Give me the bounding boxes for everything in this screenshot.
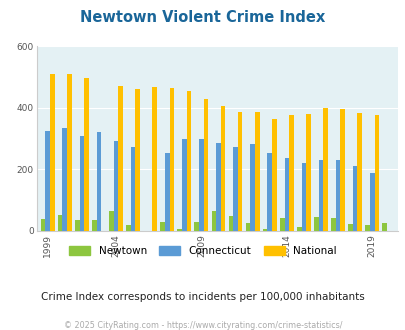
- Bar: [67, 74, 71, 231]
- Bar: [113, 141, 118, 231]
- Bar: [194, 222, 198, 231]
- Bar: [245, 223, 250, 231]
- Bar: [313, 217, 318, 231]
- Bar: [233, 147, 237, 231]
- Bar: [318, 160, 322, 231]
- Bar: [160, 222, 164, 231]
- Bar: [279, 218, 284, 231]
- Text: Newtown Violent Crime Index: Newtown Violent Crime Index: [80, 10, 325, 25]
- Bar: [271, 118, 276, 231]
- Bar: [45, 131, 50, 231]
- Bar: [322, 108, 327, 231]
- Bar: [352, 166, 356, 231]
- Bar: [296, 227, 301, 231]
- Bar: [118, 86, 123, 231]
- Bar: [339, 109, 344, 231]
- Bar: [374, 115, 378, 231]
- Bar: [92, 220, 96, 231]
- Bar: [288, 115, 293, 231]
- Bar: [177, 229, 181, 231]
- Bar: [96, 132, 101, 231]
- Bar: [203, 99, 208, 231]
- Bar: [58, 215, 62, 231]
- Bar: [62, 128, 67, 231]
- Bar: [181, 139, 186, 231]
- Bar: [369, 173, 374, 231]
- Text: Crime Index corresponds to incidents per 100,000 inhabitants: Crime Index corresponds to incidents per…: [41, 292, 364, 302]
- Text: © 2025 CityRating.com - https://www.cityrating.com/crime-statistics/: © 2025 CityRating.com - https://www.city…: [64, 321, 341, 330]
- Bar: [198, 139, 203, 231]
- Bar: [330, 218, 335, 231]
- Bar: [126, 225, 130, 231]
- Bar: [382, 223, 386, 231]
- Bar: [50, 74, 54, 231]
- Bar: [228, 215, 233, 231]
- Bar: [130, 147, 135, 231]
- Bar: [169, 88, 174, 231]
- Bar: [237, 112, 242, 231]
- Bar: [135, 89, 140, 231]
- Bar: [220, 106, 225, 231]
- Bar: [267, 153, 271, 231]
- Bar: [84, 78, 89, 231]
- Bar: [305, 114, 310, 231]
- Bar: [215, 143, 220, 231]
- Bar: [284, 158, 288, 231]
- Bar: [109, 211, 113, 231]
- Legend: Newtown, Connecticut, National: Newtown, Connecticut, National: [65, 242, 340, 260]
- Bar: [152, 87, 157, 231]
- Bar: [335, 160, 339, 231]
- Bar: [364, 225, 369, 231]
- Bar: [356, 113, 361, 231]
- Bar: [301, 163, 305, 231]
- Bar: [186, 91, 191, 231]
- Bar: [40, 219, 45, 231]
- Bar: [211, 211, 215, 231]
- Bar: [254, 112, 259, 231]
- Bar: [75, 220, 79, 231]
- Bar: [262, 229, 267, 231]
- Bar: [164, 153, 169, 231]
- Bar: [79, 136, 84, 231]
- Bar: [250, 144, 254, 231]
- Bar: [347, 224, 352, 231]
